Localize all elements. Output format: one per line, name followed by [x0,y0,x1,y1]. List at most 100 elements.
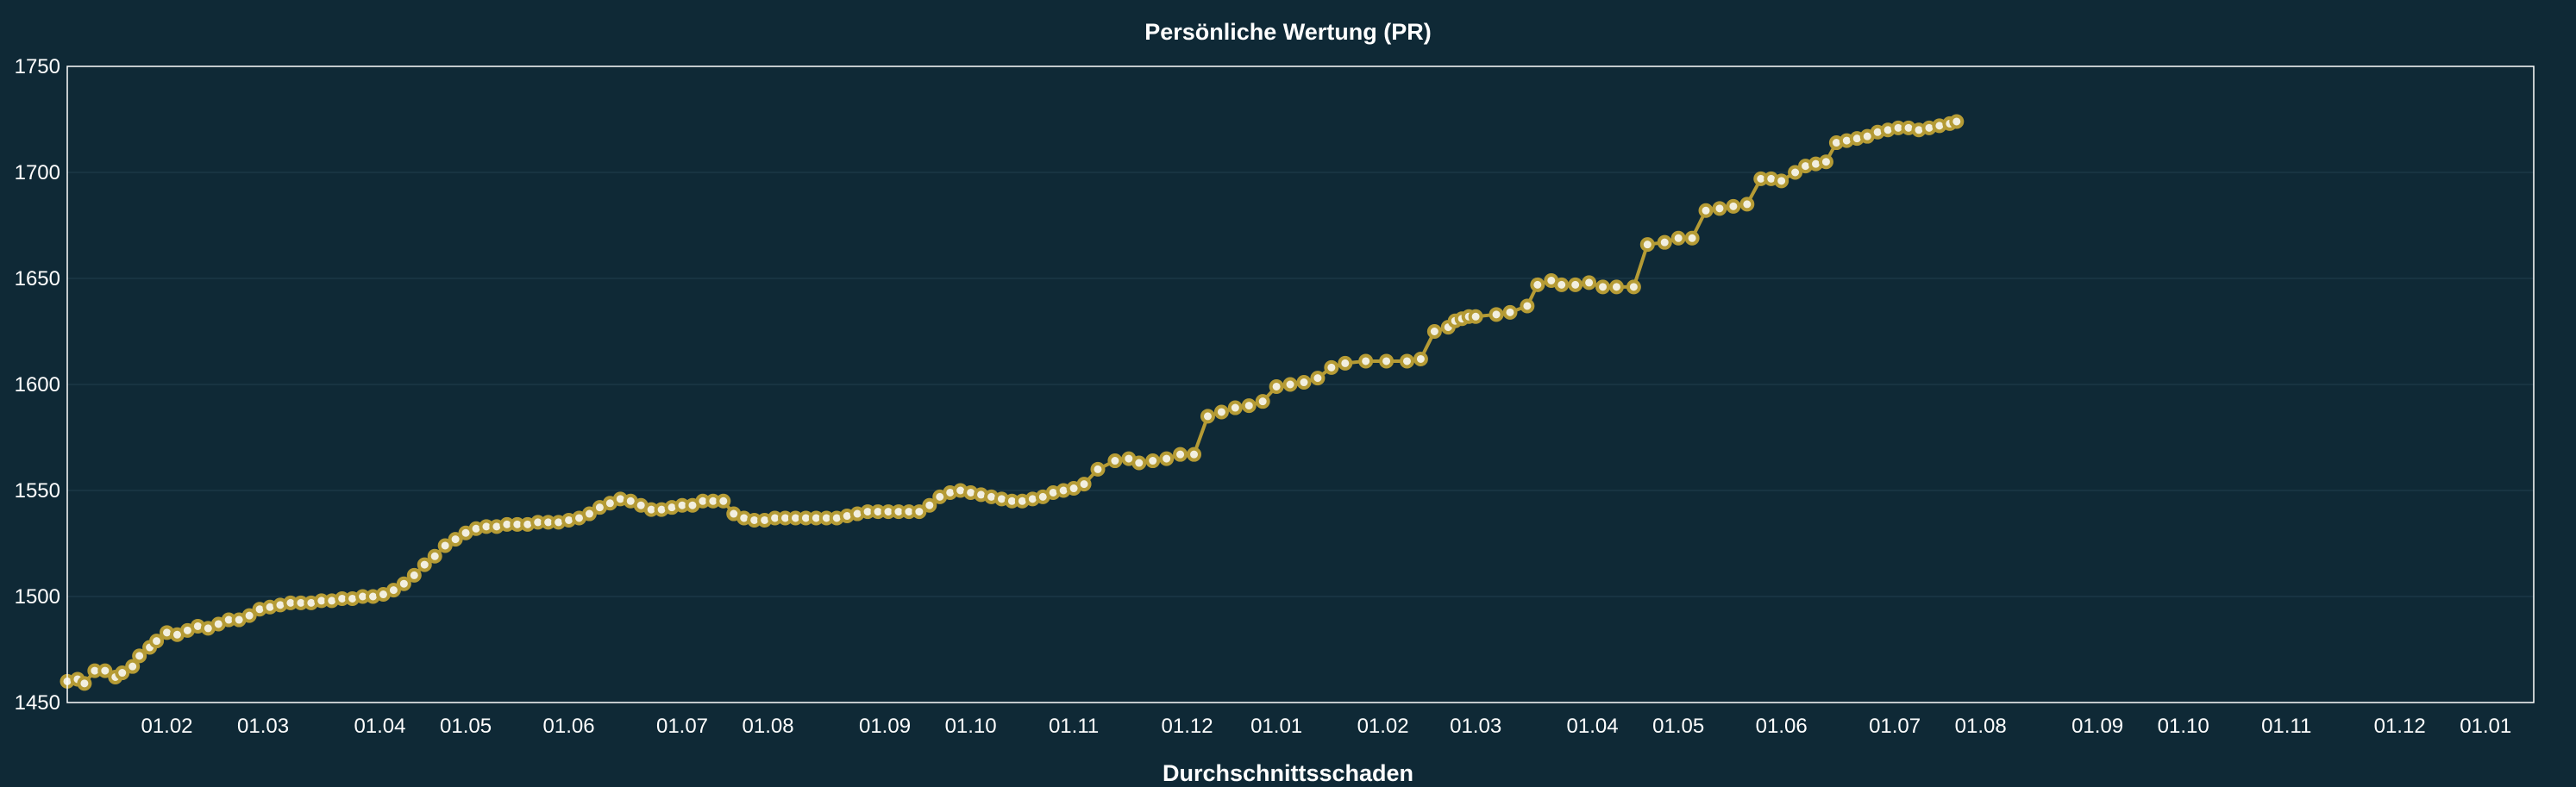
data-point[interactable] [1338,355,1353,371]
x-tick-label: 01.02 [1357,715,1409,738]
data-point[interactable] [437,538,453,553]
x-tick-label: 01.04 [354,715,405,738]
y-tick-label: 1600 [15,373,60,397]
x-tick-label: 01.07 [1869,715,1921,738]
data-point[interactable] [1413,351,1428,366]
data-point[interactable] [1712,201,1727,216]
data-point[interactable] [922,497,937,513]
data-point[interactable] [1358,353,1374,369]
data-point[interactable] [1187,447,1202,462]
data-point[interactable] [1554,277,1570,292]
data-point[interactable] [1399,353,1414,369]
x-axis-ticks: 01.02 01.03 01.04 01.05 01.06 01.07 01.08 01.09… [141,715,2511,738]
x-tick-label: 01.11 [2261,715,2311,738]
data-point[interactable] [1639,237,1655,253]
x-tick-label: 01.02 [141,715,192,738]
x-tick-label: 01.08 [743,715,794,738]
data-point[interactable] [1076,477,1092,492]
data-point[interactable] [1282,377,1298,392]
x-tick-label: 01.01 [2460,715,2511,738]
next-chart-title: Durchschnittsschaden [1162,760,1414,786]
x-tick-label: 01.05 [440,715,492,738]
data-point[interactable] [417,557,432,572]
data-point[interactable] [1173,447,1188,462]
data-point[interactable] [1159,451,1175,466]
data-point[interactable] [1227,400,1243,415]
data-point[interactable] [132,648,147,664]
data-point[interactable] [406,567,422,583]
data-point[interactable] [1818,154,1833,170]
x-tick-label: 01.10 [945,715,997,738]
x-tick-label: 01.09 [859,715,911,738]
data-point[interactable] [1595,279,1611,295]
data-point[interactable] [1131,455,1147,471]
data-point[interactable] [1626,279,1641,295]
data-point[interactable] [1657,234,1672,250]
data-point[interactable] [1213,404,1229,420]
data-point[interactable] [385,583,401,598]
data-point[interactable] [77,676,92,691]
data-point[interactable] [716,493,731,509]
x-tick-label: 01.09 [2071,715,2123,738]
data-point[interactable] [1949,114,1965,129]
data-point[interactable] [1726,198,1741,214]
x-tick-label: 01.06 [1756,715,1808,738]
series-pr [60,114,1965,691]
x-tick-label: 01.03 [1450,715,1501,738]
y-tick-label: 1700 [15,161,60,184]
data-point[interactable] [149,634,165,649]
x-tick-label: 01.01 [1250,715,1302,738]
data-point[interactable] [1582,275,1597,290]
data-point[interactable] [1468,309,1483,324]
data-point[interactable] [1774,173,1789,189]
data-point[interactable] [241,608,257,623]
x-tick-label: 01.06 [543,715,595,738]
x-tick-label: 01.12 [1162,715,1213,738]
data-point[interactable] [1520,298,1535,314]
data-point[interactable] [1426,324,1442,339]
y-tick-label: 1650 [15,267,60,290]
data-point[interactable] [1200,409,1215,424]
data-point[interactable] [1502,304,1518,320]
x-tick-label: 01.10 [2158,715,2209,738]
data-point[interactable] [1489,307,1504,322]
data-point[interactable] [1684,230,1700,246]
y-tick-label: 1750 [15,55,60,78]
data-point[interactable] [97,663,113,678]
x-tick-label: 01.03 [237,715,289,738]
data-point[interactable] [427,548,442,564]
data-point[interactable] [448,532,463,547]
data-point[interactable] [1670,230,1686,246]
data-point[interactable] [396,576,411,591]
data-point[interactable] [1379,353,1395,369]
data-point[interactable] [1568,277,1583,292]
data-point[interactable] [1145,453,1161,469]
data-point[interactable] [581,506,597,522]
x-tick-label: 01.12 [2374,715,2426,738]
data-point[interactable] [1530,277,1545,292]
x-tick-label: 01.07 [656,715,708,738]
data-point[interactable] [1698,203,1714,218]
data-point[interactable] [1739,197,1755,212]
x-tick-label: 01.04 [1567,715,1619,738]
data-point[interactable] [1269,378,1284,394]
data-point[interactable] [1090,461,1106,477]
data-point[interactable] [1107,453,1123,469]
plot-border [66,66,2535,703]
data-point[interactable] [115,665,130,681]
data-point[interactable] [1310,371,1326,386]
data-point[interactable] [912,504,927,520]
data-point[interactable] [1296,375,1312,390]
data-point[interactable] [1788,165,1803,180]
x-tick-label: 01.08 [1955,715,2007,738]
data-point[interactable] [1324,359,1339,375]
data-point[interactable] [1255,394,1270,409]
data-point[interactable] [1608,279,1624,295]
y-axis-ticks: 1450 1500 1550 1600 1650 1700 1750 [15,55,60,715]
data-point[interactable] [1241,398,1257,414]
data-point[interactable] [125,659,141,674]
x-tick-label: 01.11 [1049,715,1099,738]
y-tick-label: 1450 [15,691,60,715]
